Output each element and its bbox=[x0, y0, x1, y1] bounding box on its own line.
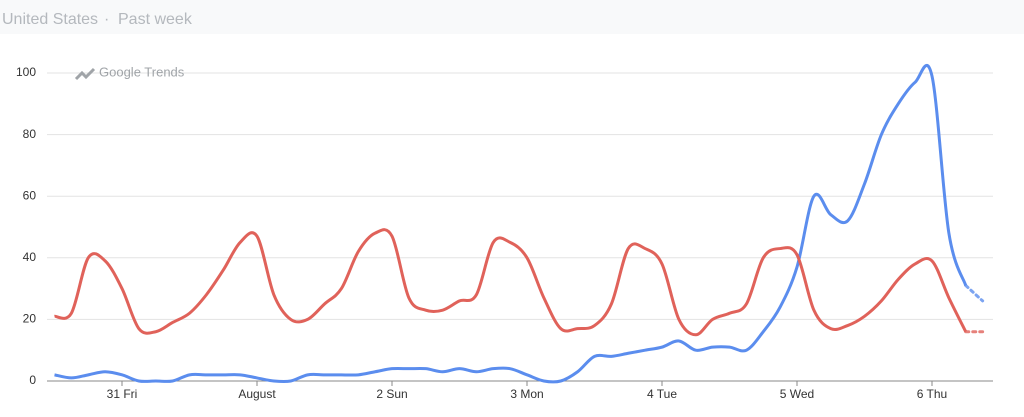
x-tick-label: 2 Sun bbox=[376, 387, 407, 401]
x-tick-label: 3 Mon bbox=[510, 387, 543, 401]
x-tick-label: 31 Fri bbox=[107, 387, 138, 401]
y-tick-label: 60 bbox=[23, 188, 37, 202]
x-tick-label: 6 Thu bbox=[917, 387, 947, 401]
header-bar bbox=[0, 0, 1024, 34]
y-tick-label: 20 bbox=[23, 312, 37, 326]
y-tick-label: 0 bbox=[29, 373, 36, 387]
x-tick-label: August bbox=[238, 387, 276, 401]
series-line bbox=[54, 64, 968, 384]
watermark: Google Trends bbox=[99, 64, 185, 79]
partial-segment bbox=[964, 284, 985, 303]
x-tick-label: 4 Tue bbox=[647, 387, 677, 401]
trends-icon bbox=[74, 67, 96, 81]
header-separator: · bbox=[104, 11, 109, 28]
x-tick-label: 5 Wed bbox=[780, 387, 814, 401]
y-tick-label: 80 bbox=[23, 127, 37, 141]
header-region: United States bbox=[2, 11, 98, 28]
y-tick-label: 40 bbox=[23, 250, 37, 264]
header-period: Past week bbox=[118, 11, 193, 28]
series-line bbox=[54, 228, 968, 337]
plot: 0 20 40 60 80 100 31 Fri August 2 Sun 3 Mon 4 Tue 5… bbox=[16, 64, 993, 401]
y-tick-label: 100 bbox=[16, 65, 36, 79]
